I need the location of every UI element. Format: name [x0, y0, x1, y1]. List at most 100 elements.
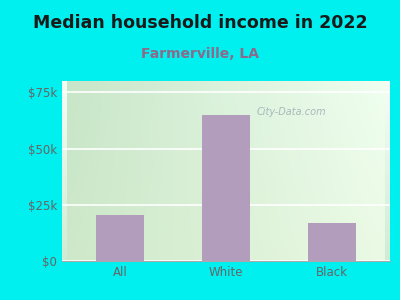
Bar: [62, 237, 390, 238]
Bar: [62, 137, 390, 138]
Bar: [62, 133, 390, 134]
Bar: [62, 221, 390, 222]
Bar: [62, 228, 390, 229]
Text: City-Data.com: City-Data.com: [257, 106, 326, 117]
Bar: [62, 152, 390, 153]
Bar: [62, 82, 390, 83]
Bar: [62, 245, 390, 246]
Bar: [62, 213, 390, 214]
Bar: [62, 200, 390, 201]
Bar: [62, 234, 390, 235]
Bar: [62, 238, 390, 239]
Bar: [62, 231, 390, 232]
Bar: [62, 173, 390, 174]
Bar: [62, 131, 390, 132]
Bar: [62, 249, 390, 250]
Bar: [62, 176, 390, 177]
Bar: [62, 99, 390, 100]
Bar: [62, 145, 390, 146]
Bar: [62, 139, 390, 140]
Bar: [62, 158, 390, 159]
Bar: [62, 122, 390, 123]
Bar: [62, 201, 390, 202]
Bar: [62, 202, 390, 203]
Text: Median household income in 2022: Median household income in 2022: [33, 14, 367, 32]
Bar: [62, 142, 390, 143]
Bar: [62, 112, 390, 113]
Bar: [62, 101, 390, 102]
Bar: [62, 199, 390, 200]
Bar: [62, 189, 390, 190]
Bar: [62, 224, 390, 225]
Bar: [62, 232, 390, 233]
Bar: [62, 257, 390, 258]
Bar: [62, 193, 390, 194]
Bar: [62, 194, 390, 195]
Bar: [62, 184, 390, 185]
Bar: [62, 121, 390, 122]
Bar: [62, 100, 390, 101]
Bar: [62, 225, 390, 226]
Bar: [62, 129, 390, 130]
Bar: [62, 198, 390, 199]
Bar: [62, 244, 390, 245]
Bar: [62, 156, 390, 157]
Bar: [62, 203, 390, 204]
Bar: [62, 215, 390, 216]
Bar: [62, 210, 390, 211]
Bar: [62, 255, 390, 256]
Bar: [62, 103, 390, 104]
Bar: [62, 238, 390, 239]
Bar: [62, 239, 390, 240]
Bar: [62, 132, 390, 133]
Bar: [62, 258, 390, 259]
Bar: [202, 115, 250, 261]
Bar: [62, 182, 390, 183]
Bar: [62, 209, 390, 210]
Bar: [62, 219, 390, 220]
Bar: [62, 169, 390, 170]
Bar: [62, 143, 390, 144]
Bar: [62, 197, 390, 198]
Bar: [62, 222, 390, 223]
Bar: [62, 105, 390, 106]
Bar: [62, 159, 390, 160]
Bar: [62, 85, 390, 86]
Bar: [62, 107, 390, 108]
Bar: [62, 162, 390, 163]
Bar: [62, 96, 390, 97]
Bar: [308, 223, 356, 261]
Bar: [62, 175, 390, 176]
Bar: [62, 178, 390, 179]
Bar: [62, 241, 390, 242]
Bar: [62, 217, 390, 218]
Bar: [62, 144, 390, 145]
Bar: [62, 89, 390, 90]
Bar: [62, 135, 390, 136]
Bar: [62, 88, 390, 89]
Bar: [62, 235, 390, 236]
Bar: [62, 186, 390, 187]
Bar: [62, 254, 390, 255]
Bar: [62, 118, 390, 119]
Bar: [62, 188, 390, 189]
Bar: [62, 243, 390, 244]
Bar: [62, 247, 390, 248]
Bar: [62, 136, 390, 137]
Bar: [62, 207, 390, 208]
Bar: [62, 202, 390, 203]
Bar: [62, 171, 390, 172]
Bar: [62, 126, 390, 127]
Bar: [62, 187, 390, 188]
Bar: [62, 140, 390, 141]
Bar: [62, 148, 390, 149]
Bar: [62, 98, 390, 99]
Bar: [62, 111, 390, 112]
Bar: [62, 190, 390, 191]
Bar: [62, 172, 390, 173]
Bar: [62, 151, 390, 152]
Bar: [62, 246, 390, 247]
Bar: [62, 236, 390, 237]
Bar: [62, 157, 390, 158]
Bar: [62, 181, 390, 182]
